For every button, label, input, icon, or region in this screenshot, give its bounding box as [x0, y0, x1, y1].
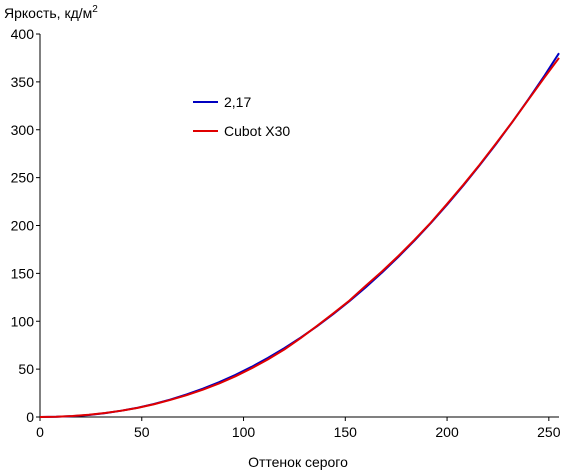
series-line-2 — [39, 57, 560, 418]
y-axis-title-main: Яркость, кд/м — [4, 5, 92, 21]
y-tick-label: 300 — [11, 122, 35, 138]
x-axis-title: Оттенок серого — [248, 454, 348, 470]
y-axis-title: Яркость, кд/м2 — [4, 4, 98, 21]
y-tick-label: 250 — [11, 170, 35, 186]
y-tick-label: 350 — [11, 74, 35, 90]
x-tick-label: 100 — [232, 424, 256, 440]
axis-labels: Яркость, кд/м2 Оттенок серого — [4, 4, 348, 470]
x-tick-label: 250 — [537, 424, 561, 440]
x-tick-label: 50 — [134, 424, 150, 440]
y-tick-label: 200 — [11, 218, 35, 234]
series-line-1 — [39, 52, 560, 418]
legend-label-2: Cubot X30 — [224, 123, 290, 139]
series-layer — [39, 52, 560, 418]
y-tick-label: 150 — [11, 265, 35, 281]
y-tick-label: 0 — [26, 409, 34, 425]
x-tick-label: 200 — [435, 424, 459, 440]
y-axis-title-superscript: 2 — [92, 4, 98, 15]
x-tick-label: 150 — [334, 424, 358, 440]
x-tick-label: 0 — [36, 424, 44, 440]
y-tick-label: 50 — [18, 361, 34, 377]
y-tick-label: 100 — [11, 313, 35, 329]
legend: 2,17 Cubot X30 — [193, 94, 290, 139]
axes: 0 50 100 150 200 250 300 350 400 0 50 100 150 200 250 — [11, 26, 561, 440]
y-tick-label: 400 — [11, 26, 35, 42]
legend-label-1: 2,17 — [224, 94, 251, 110]
